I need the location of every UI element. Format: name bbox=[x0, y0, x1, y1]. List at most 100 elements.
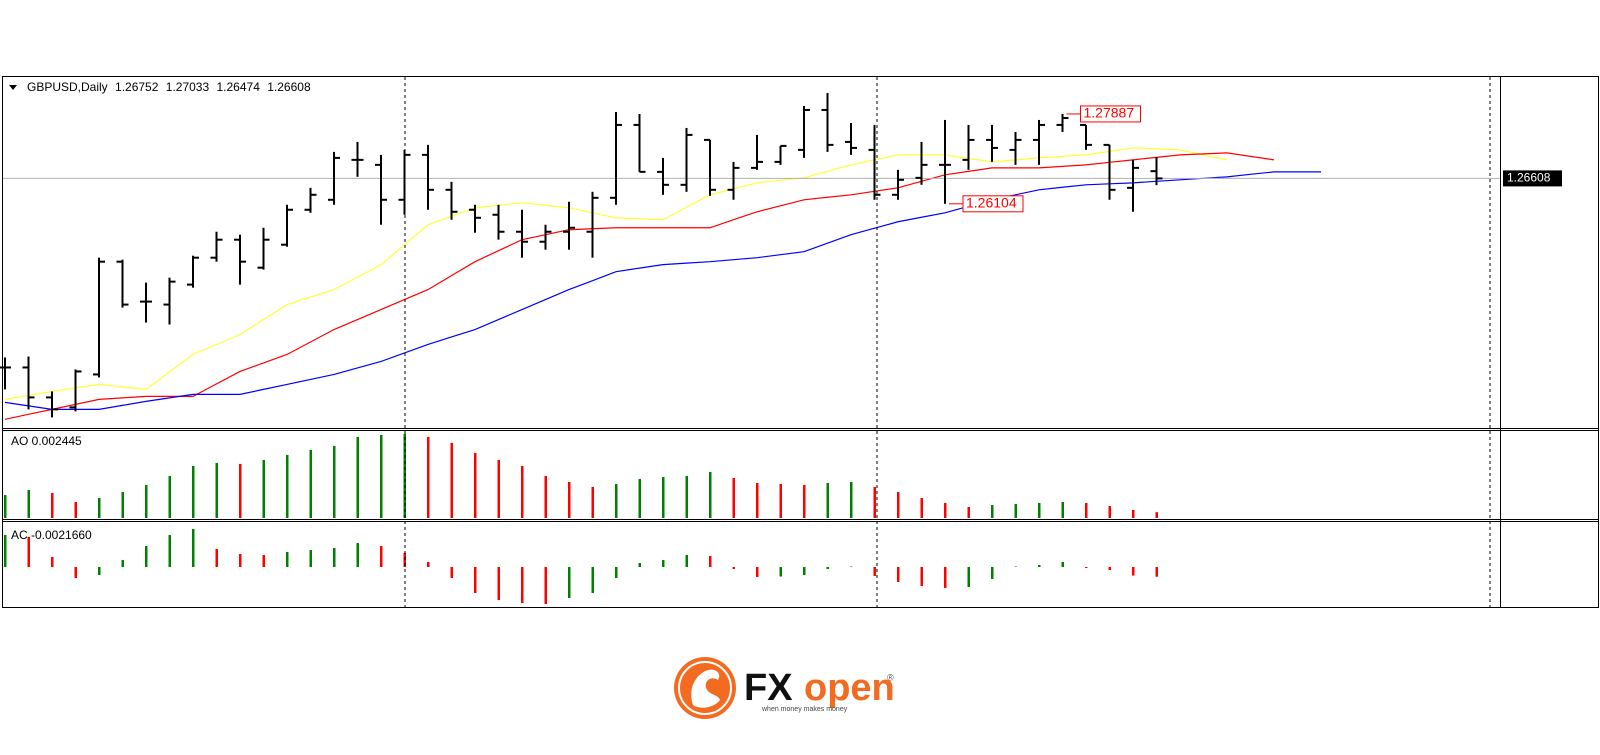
logo-dragon bbox=[691, 669, 720, 708]
indicator-bar bbox=[826, 567, 829, 569]
indicator-bar bbox=[920, 497, 923, 518]
indicator-bar bbox=[427, 436, 430, 518]
indicator-bar bbox=[662, 560, 665, 567]
indicator-bar bbox=[380, 434, 383, 518]
current-price-label: 1.26608 bbox=[1507, 171, 1551, 185]
indicator-bar bbox=[309, 449, 312, 518]
indicator-bar bbox=[967, 506, 970, 518]
current-price-box bbox=[1503, 170, 1562, 187]
indicator-bar bbox=[897, 567, 900, 582]
indicator-bar bbox=[1085, 502, 1088, 518]
header-close: 1.26608 bbox=[267, 80, 311, 94]
indicator-bar bbox=[98, 567, 101, 576]
indicator-bar bbox=[51, 557, 54, 567]
indicator-bar bbox=[497, 567, 500, 601]
indicator-bar bbox=[662, 476, 665, 518]
indicator-bar bbox=[685, 475, 688, 518]
indicator-bar bbox=[215, 548, 218, 567]
header-open: 1.26752 bbox=[115, 80, 159, 94]
indicator-bar bbox=[286, 552, 289, 567]
indicator-bar bbox=[239, 553, 242, 567]
indicator-bar bbox=[145, 546, 148, 567]
ac-title: AC -0.0021660 bbox=[11, 528, 92, 542]
indicator-bar bbox=[1061, 562, 1064, 567]
indicator-bar bbox=[826, 482, 829, 518]
logo-open: open bbox=[804, 667, 895, 709]
indicator-bar bbox=[4, 535, 7, 567]
indicator-bar bbox=[1108, 505, 1111, 518]
indicator-bar bbox=[215, 462, 218, 518]
logo-tagline: when money makes money bbox=[761, 706, 848, 713]
indicator-bar bbox=[1085, 567, 1088, 568]
indicator-bar bbox=[51, 492, 54, 518]
indicator-bar bbox=[638, 478, 641, 518]
indicator-bar bbox=[944, 567, 947, 588]
indicator-bar bbox=[121, 560, 124, 567]
annotation-box bbox=[962, 195, 1024, 213]
indicator-bar bbox=[873, 567, 876, 577]
indicator-bar bbox=[1038, 565, 1041, 567]
chart-header: GBPUSD,Daily 1.26752 1.27033 1.26474 1.2… bbox=[27, 80, 311, 94]
indicator-bar bbox=[168, 475, 171, 518]
indicator-bar bbox=[756, 482, 759, 518]
indicator-bar bbox=[756, 567, 759, 577]
indicator-bar bbox=[333, 445, 336, 518]
indicator-bar bbox=[27, 537, 30, 567]
indicator-bar bbox=[1155, 567, 1158, 577]
indicator-bar bbox=[1155, 512, 1158, 518]
annotation-label: 1.26104 bbox=[966, 195, 1017, 211]
indicator-bar bbox=[873, 486, 876, 518]
indicator-bar bbox=[1132, 509, 1135, 518]
indicator-bar bbox=[450, 567, 453, 578]
indicator-bar bbox=[145, 484, 148, 518]
indicator-bar bbox=[192, 528, 195, 567]
indicator-bar bbox=[356, 542, 359, 567]
indicator-bar bbox=[779, 483, 782, 518]
indicator-bar bbox=[544, 475, 547, 518]
indicator-bar bbox=[286, 454, 289, 518]
annotation-label: 1.27887 bbox=[1084, 105, 1135, 121]
indicator-bar bbox=[27, 489, 30, 518]
indicator-bar bbox=[732, 567, 735, 569]
indicator-bar bbox=[615, 483, 618, 518]
indicator-bar bbox=[967, 567, 970, 587]
indicator-bar bbox=[4, 494, 7, 518]
indicator-bar bbox=[709, 556, 712, 567]
logo-fx: FX bbox=[744, 667, 793, 709]
indicator-bar bbox=[521, 567, 524, 604]
indicator-bar bbox=[1014, 503, 1017, 518]
indicator-bar bbox=[356, 436, 359, 518]
indicator-bar bbox=[850, 481, 853, 518]
indicator-bar bbox=[803, 484, 806, 518]
indicator-bar bbox=[591, 486, 594, 518]
indicator-bar bbox=[709, 471, 712, 518]
indicator-bar bbox=[98, 497, 101, 518]
indicator-bar bbox=[1132, 567, 1135, 576]
indicator-bar bbox=[732, 477, 735, 518]
header-low: 1.26474 bbox=[217, 80, 261, 94]
ma-line bbox=[4, 152, 1275, 420]
indicator-bar bbox=[991, 504, 994, 518]
indicator-bar bbox=[74, 567, 77, 578]
indicator-bar bbox=[544, 567, 547, 605]
indicator-bar bbox=[850, 566, 853, 568]
indicator-bar bbox=[591, 567, 594, 593]
indicator-bar bbox=[920, 567, 923, 587]
indicator-bar bbox=[521, 465, 524, 518]
ma-line bbox=[4, 147, 1228, 400]
indicator-bar bbox=[474, 567, 477, 593]
logo-registered: ® bbox=[887, 672, 894, 682]
indicator-bar bbox=[944, 502, 947, 518]
indicator-bar bbox=[1014, 566, 1017, 568]
indicator-bar bbox=[638, 562, 641, 567]
indicator-bar bbox=[685, 555, 688, 567]
indicator-bar bbox=[1061, 501, 1064, 518]
indicator-bar bbox=[121, 491, 124, 518]
chart-frame bbox=[2, 76, 1599, 608]
indicator-bar bbox=[1108, 567, 1111, 571]
logo: FX open ® when money makes money bbox=[674, 657, 895, 719]
indicator-bar bbox=[239, 463, 242, 518]
indicator-bar bbox=[262, 555, 265, 567]
